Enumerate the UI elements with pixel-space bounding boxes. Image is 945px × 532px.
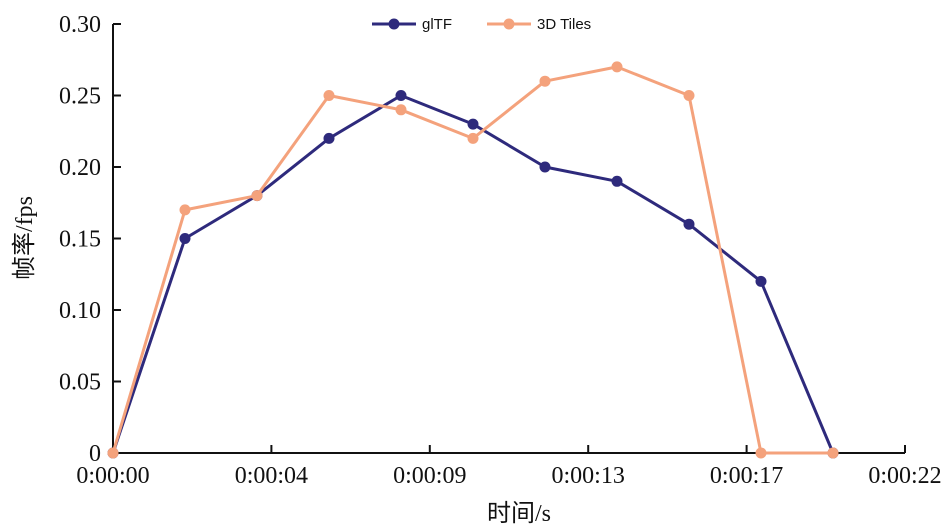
y-tick-label: 0 (89, 441, 101, 467)
data-point (323, 90, 335, 101)
data-point (611, 61, 623, 73)
data-point (827, 447, 839, 459)
data-point (683, 90, 695, 101)
y-tick-label: 0.05 (59, 370, 101, 396)
data-point (251, 190, 263, 202)
data-point (467, 132, 479, 144)
data-point (323, 132, 335, 144)
x-axis-title: 时间/s (487, 500, 551, 527)
data-point (539, 75, 551, 87)
data-point (755, 275, 767, 287)
data-point (395, 104, 407, 116)
legend-swatch-marker (503, 18, 515, 30)
x-tick-label: 0:00:00 (76, 463, 149, 489)
y-ticks: 0 0.05 0.10 0.15 0.20 0.25 0.30 (59, 12, 121, 467)
data-point (395, 90, 407, 101)
data-point (467, 118, 479, 130)
y-axis-title: 帧率/fps (11, 196, 38, 280)
y-tick-label: 0.20 (59, 155, 101, 181)
x-ticks: 0:00:00 0:00:04 0:00:09 0:00:13 0:00:17 0:00:… (76, 445, 942, 489)
legend: glTF 3D Tiles (372, 16, 591, 33)
y-tick-label: 0.10 (59, 298, 101, 324)
x-tick-label: 0:00:09 (393, 463, 466, 489)
legend-swatch-marker (388, 18, 400, 30)
x-tick-label: 0:00:17 (710, 463, 783, 489)
data-point (755, 447, 767, 459)
data-point (179, 204, 191, 216)
data-point (107, 447, 119, 459)
legend-label: 3D Tiles (537, 16, 591, 33)
x-tick-label: 0:00:22 (868, 463, 941, 489)
data-point (611, 175, 623, 187)
data-point (683, 218, 695, 230)
y-tick-label: 0.25 (59, 84, 101, 110)
data-point (539, 161, 551, 173)
x-tick-label: 0:00:04 (235, 463, 308, 489)
series-layer (107, 61, 839, 459)
axes (112, 24, 905, 454)
y-tick-label: 0.30 (59, 12, 101, 38)
legend-label: glTF (422, 16, 452, 33)
x-tick-label: 0:00:13 (552, 463, 625, 489)
data-point (179, 233, 191, 244)
y-tick-label: 0.15 (59, 227, 101, 253)
